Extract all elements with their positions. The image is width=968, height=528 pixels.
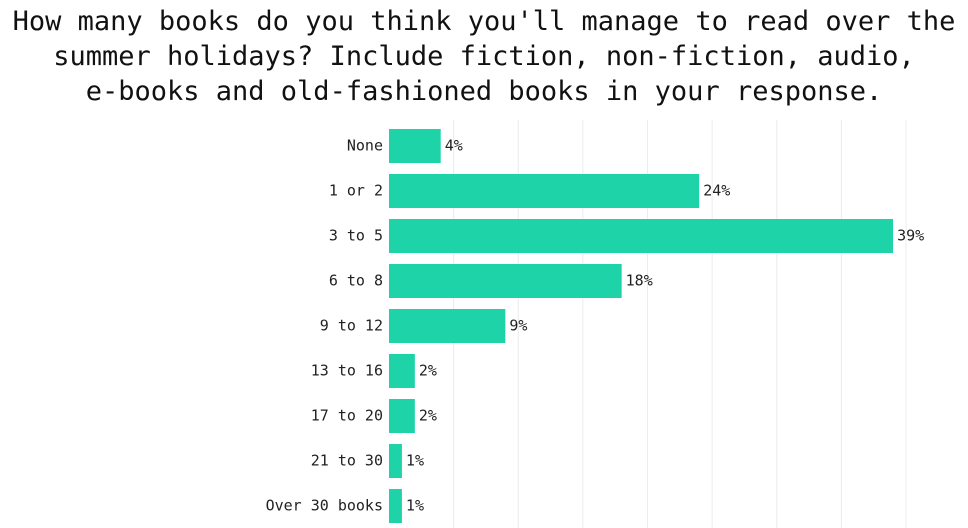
value-label: 4% [445,137,463,155]
value-label: 1% [406,452,424,470]
value-label: 2% [419,362,437,380]
bar [389,489,402,523]
category-label: 3 to 5 [329,227,383,245]
bar [389,309,506,343]
value-label: 1% [406,497,424,515]
category-label: 21 to 30 [311,452,383,470]
label-layer: None 4% 1 or 2 24% 3 to 5 39% 6 to 8 18% 9 to 12… [266,137,925,515]
bar [389,219,894,253]
category-label: 17 to 20 [311,407,383,425]
value-label: 24% [703,182,730,200]
value-label: 2% [419,407,437,425]
category-label: Over 30 books [266,497,383,515]
value-label: 39% [897,227,924,245]
category-label: 1 or 2 [329,182,383,200]
bar [389,444,402,478]
category-label: 6 to 8 [329,272,383,290]
category-label: None [347,137,383,155]
bar [389,129,441,163]
bar-layer [389,129,894,523]
bar [389,399,415,433]
bar [389,174,700,208]
value-label: 9% [509,317,527,335]
category-label: 13 to 16 [311,362,383,380]
category-label: 9 to 12 [320,317,383,335]
value-label: 18% [626,272,653,290]
chart-title: How many books do you think you'll manag… [12,6,956,107]
bar [389,354,415,388]
bar [389,264,622,298]
